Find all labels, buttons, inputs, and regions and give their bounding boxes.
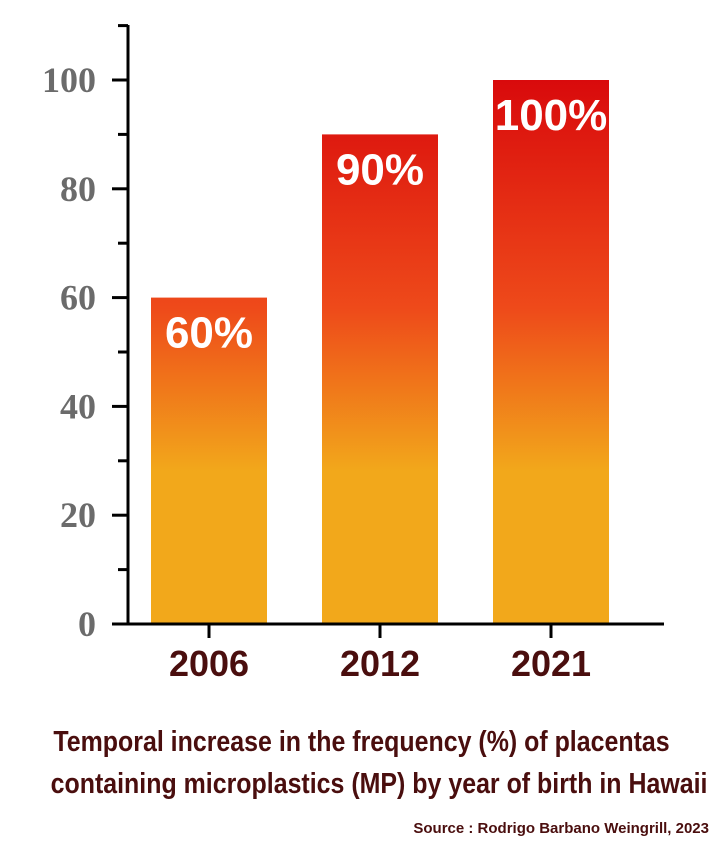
data-label-2006: 60% (165, 309, 253, 358)
bar-2012 (322, 134, 438, 624)
source-credit: Source : Rodrigo Barbano Weingrill, 2023 (413, 820, 709, 837)
chart-caption-line-1: Temporal increase in the frequency (%) o… (53, 726, 670, 758)
data-label-2021: 100% (495, 91, 608, 140)
y-tick-label: 40 (60, 386, 96, 426)
y-tick-label: 100 (42, 60, 96, 100)
y-tick-label: 0 (78, 604, 96, 644)
bars-layer (151, 80, 609, 624)
bar-2006 (151, 297, 267, 624)
labels-layer: 0 20 40 60 80 100 2006 2012 2021 60% 90% 100% (42, 60, 607, 684)
y-tick-label: 60 (60, 278, 96, 318)
bar-2021 (493, 80, 609, 624)
axes (112, 24, 664, 638)
y-tick-label: 80 (60, 169, 96, 209)
x-tick-label-2006: 2006 (169, 643, 249, 684)
x-tick-label-2012: 2012 (340, 643, 420, 684)
x-tick-label-2021: 2021 (511, 643, 591, 684)
bar-chart: 0 20 40 60 80 100 2006 2012 2021 60% 90% 100% (42, 24, 664, 684)
chart-caption-line-2: containing microplastics (MP) by year of… (50, 768, 708, 800)
y-tick-label: 20 (60, 495, 96, 535)
data-label-2012: 90% (336, 145, 424, 194)
